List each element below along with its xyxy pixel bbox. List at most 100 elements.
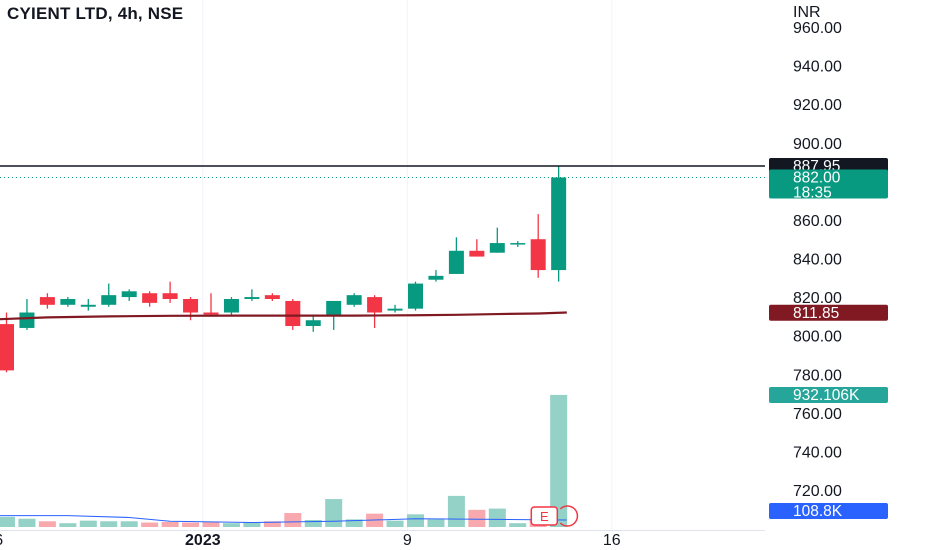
candle-body <box>60 299 76 305</box>
candle-body <box>142 293 158 303</box>
candle-body <box>448 250 464 274</box>
grid-lines <box>0 0 765 531</box>
ma-badge-text: 811.85 <box>793 305 839 322</box>
volume-ma-badge: 108.8K <box>769 503 888 520</box>
earnings-label: E <box>540 509 549 524</box>
events-row: E <box>530 505 579 527</box>
price-tick-label: 720.00 <box>793 483 842 500</box>
volume-bar <box>284 513 302 527</box>
candle-body <box>183 299 199 313</box>
volume-badge: 932.106K <box>769 387 888 404</box>
candle-body <box>530 239 546 271</box>
ma-line <box>0 311 567 321</box>
candle-body <box>387 308 403 311</box>
ma-badge: 811.85 <box>769 304 888 322</box>
candle-body <box>408 283 423 309</box>
volume-bar <box>407 514 424 527</box>
price-tick-label: 920.00 <box>793 97 842 114</box>
candle-body <box>244 297 260 300</box>
volume-bar <box>38 521 56 527</box>
volume-bar <box>120 521 138 527</box>
candle-body <box>326 300 342 317</box>
volume-ma-line <box>0 515 567 524</box>
price-tick-label: 800.00 <box>793 329 842 346</box>
price-tick-label: 960.00 <box>793 20 842 37</box>
candle-body <box>285 300 301 327</box>
time-tick-label: 26 <box>0 532 3 549</box>
candle-body <box>428 275 444 280</box>
volume-bar <box>488 508 506 527</box>
volume-bar <box>161 521 179 527</box>
price-tick-label: 940.00 <box>793 59 842 76</box>
volume-bar <box>222 523 240 527</box>
time-tick-label: 9 <box>403 532 412 549</box>
volume-bar <box>18 518 36 527</box>
candles <box>0 165 567 373</box>
candle-body <box>305 320 321 327</box>
ma-badge-bg <box>769 304 888 321</box>
candle-body <box>19 312 35 328</box>
price-lines <box>0 165 765 178</box>
last-price-badge-bg <box>769 169 888 199</box>
volume-bar <box>386 520 404 527</box>
candle-body <box>80 304 96 307</box>
volume-bar <box>59 523 77 527</box>
volume-bar <box>325 499 343 527</box>
volume-moving-average <box>0 515 567 524</box>
volume-bar <box>550 394 568 527</box>
volume-bar <box>345 519 363 527</box>
price-tick-label: 820.00 <box>793 290 842 307</box>
earnings-ring <box>559 505 579 527</box>
volume-bar <box>304 520 322 527</box>
moving-average-line <box>0 311 567 321</box>
volume-badge-text: 932.106K <box>793 387 860 404</box>
candle-body <box>346 295 362 305</box>
candle-body <box>162 293 178 300</box>
candle-body <box>551 177 567 271</box>
last-price-badge-text: 18:35 <box>793 184 832 201</box>
last-price-badge-text: 882.00 <box>793 169 841 186</box>
candle-body <box>223 299 239 313</box>
time-axis: 26 2023 9 16 <box>0 532 621 549</box>
price-tick-label: 900.00 <box>793 136 842 153</box>
candle-body <box>0 324 14 371</box>
candle-body <box>489 243 505 253</box>
volume-bars <box>0 394 568 527</box>
volume-bar <box>141 522 159 527</box>
time-tick-label: 16 <box>603 532 621 549</box>
volume-ma-badge-bg <box>769 503 888 519</box>
chart-title: CYIENT LTD, 4h, NSE <box>7 4 184 23</box>
volume-badge-bg <box>769 387 888 403</box>
candle-body <box>264 295 280 300</box>
volume-bar <box>243 522 261 527</box>
earnings-flag <box>530 506 559 526</box>
candle-body <box>367 297 383 313</box>
price-tick-label: 740.00 <box>793 444 842 461</box>
candle-body <box>101 295 117 305</box>
volume-bar <box>263 521 281 527</box>
candle-body <box>203 312 219 315</box>
volume-ma-badge-text: 108.8K <box>793 503 843 520</box>
price-tick-label: 760.00 <box>793 406 842 423</box>
volume-bar <box>202 521 220 527</box>
volume-bar <box>0 516 15 527</box>
volume-bar <box>427 519 445 527</box>
price-tick-label: 840.00 <box>793 252 842 269</box>
candle-body <box>121 291 137 298</box>
time-tick-label: 2023 <box>185 532 221 549</box>
volume-bar <box>100 521 118 527</box>
volume-bar <box>79 520 97 527</box>
volume-bar <box>447 495 465 527</box>
candle-body <box>469 250 485 257</box>
volume-bar <box>468 509 486 527</box>
currency-label: INR <box>793 4 821 21</box>
volume-bar <box>182 522 200 527</box>
candle-body <box>39 297 55 305</box>
candle-body <box>510 243 526 245</box>
volume-bar <box>509 523 527 527</box>
price-tick-label: 860.00 <box>793 213 842 230</box>
price-tick-label: 780.00 <box>793 367 842 384</box>
